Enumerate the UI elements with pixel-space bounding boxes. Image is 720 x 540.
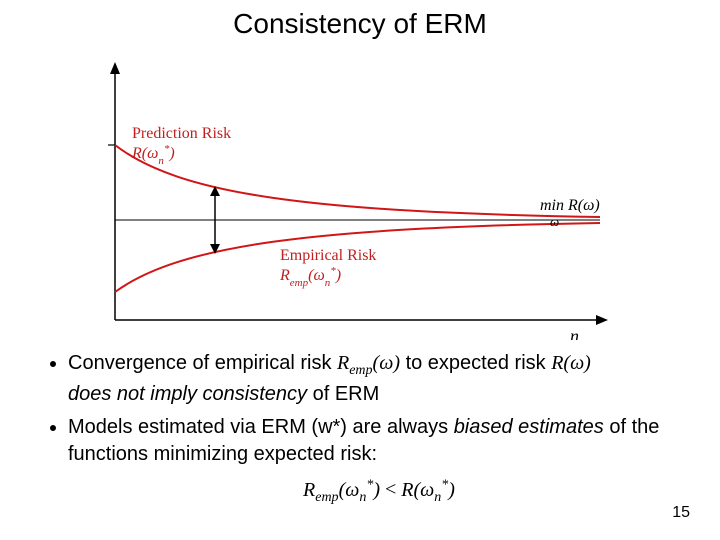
bullet1-emph: does not imply consistency (68, 383, 307, 405)
bullet-1: Convergence of empirical risk Remp(ω) to… (68, 350, 690, 408)
prediction-risk-label: Prediction Risk (132, 125, 231, 142)
bullet1-text-a: Convergence of empirical risk (68, 352, 337, 374)
empirical-risk-label: Empirical Risk (280, 247, 376, 264)
bullet-2: Models estimated via ERM (w*) are always… (68, 414, 690, 508)
inequality-formula: Remp(ωn*) < R(ωn*) (68, 476, 690, 508)
bullet-list: Convergence of empirical risk Remp(ω) to… (40, 350, 690, 513)
slide-title: Consistency of ERM (0, 8, 720, 40)
min-risk-label: min R(ω) (540, 197, 600, 214)
bullet1-text-mid: to expected risk (406, 352, 552, 374)
risk-chart: Prediction Risk R(ωn*) Empirical Risk Re… (60, 50, 660, 340)
remp-inline: Remp(ω) (337, 352, 400, 374)
bullet2-text-a: Models estimated via ERM (w*) are always (68, 416, 454, 438)
min-risk-sub: ω (550, 214, 559, 229)
bullet2-emph: biased estimates (454, 416, 604, 438)
lt-sign: < (385, 479, 396, 501)
prediction-risk-curve (115, 145, 600, 217)
prediction-risk-formula: R(ωn*) (131, 143, 175, 167)
bullet1-text-c: of ERM (313, 383, 380, 405)
page-number: 15 (672, 504, 690, 522)
r-inline: R(ω) (551, 352, 591, 374)
empirical-risk-formula: Remp(ωn*) (279, 265, 341, 289)
n-axis-label: n (570, 326, 579, 340)
